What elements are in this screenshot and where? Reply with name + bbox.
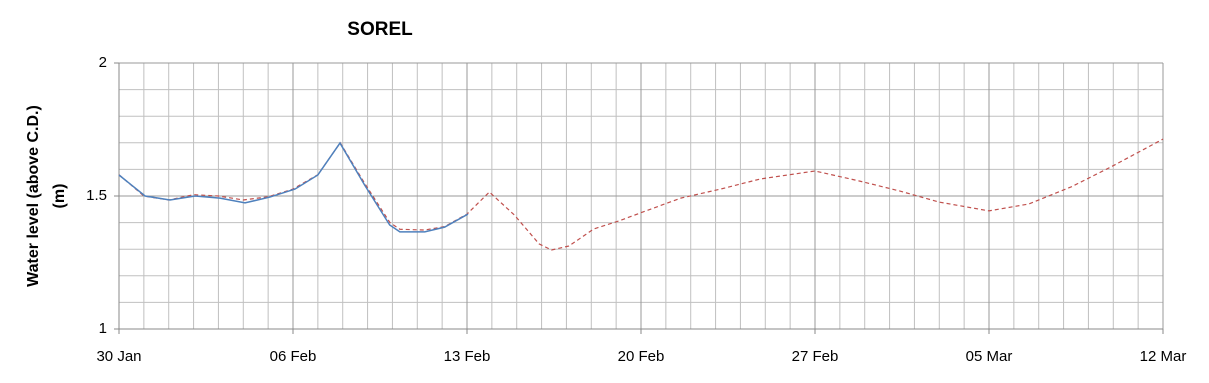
x-tick-label: 06 Feb	[270, 348, 317, 365]
y-axis-label-line: Water level (above C.D.)	[25, 105, 42, 287]
x-tick-label: 13 Feb	[444, 348, 491, 365]
y-tick-label: 1.5	[86, 187, 107, 204]
x-tick-label: 12 Mar	[1140, 348, 1187, 365]
y-tick-label: 1	[99, 320, 107, 337]
y-axis-label: Water level (above C.D.) (m)	[25, 105, 68, 287]
series-line	[118, 141, 469, 233]
x-tick-label: 30 Jan	[96, 348, 141, 365]
x-tick-label: 05 Mar	[966, 348, 1013, 365]
series-line	[118, 138, 1164, 251]
chart-title: SOREL	[347, 19, 413, 40]
y-tick-label: 2	[99, 54, 107, 71]
y-axis-label-line: (m)	[51, 184, 68, 209]
x-tick-label: 20 Feb	[618, 348, 665, 365]
x-tick-label: 27 Feb	[792, 348, 839, 365]
